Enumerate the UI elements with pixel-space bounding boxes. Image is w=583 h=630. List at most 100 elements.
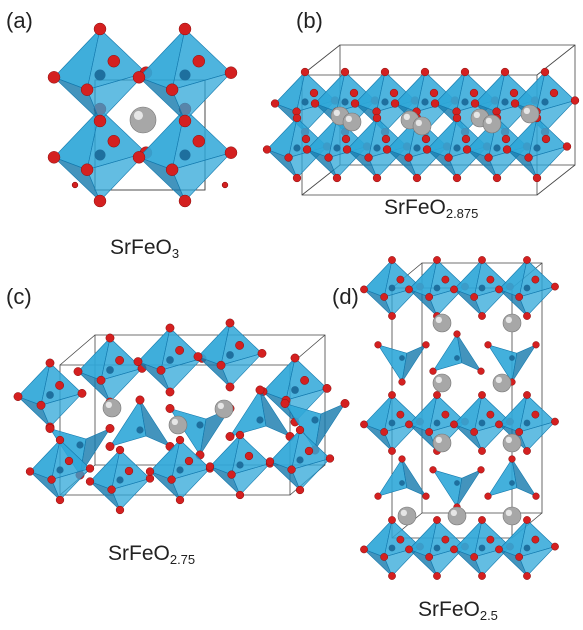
- oxygen-atom: [523, 391, 531, 399]
- oxygen-atom: [165, 404, 175, 413]
- oxygen-atom: [441, 535, 450, 544]
- oxygen-atom: [477, 367, 485, 375]
- strontium-atom: [520, 104, 540, 124]
- oxygen-atom: [262, 145, 272, 154]
- oxygen-atom: [302, 145, 312, 154]
- oxygen-atom: [495, 545, 503, 554]
- octahedron-face: [528, 145, 568, 179]
- iron-atom: [106, 366, 114, 374]
- oxygen-atom: [508, 455, 516, 463]
- oxygen-atom: [322, 383, 332, 393]
- oxygen-atom: [532, 492, 540, 500]
- formula-c-sub: 2.75: [169, 552, 196, 567]
- strontium-highlight: [505, 509, 512, 516]
- oxygen-atom: [433, 516, 441, 524]
- octahedron-face: [518, 286, 556, 317]
- strontium-atom: [397, 506, 417, 526]
- strontium-atom: [168, 415, 188, 435]
- oxygen-atom: [404, 153, 413, 162]
- oxygen-atom: [405, 420, 413, 429]
- oxygen-atom: [501, 134, 511, 144]
- oxygen-atom: [523, 312, 531, 320]
- strontium-highlight: [403, 113, 410, 120]
- oxygen-atom: [290, 353, 300, 363]
- oxygen-atom: [292, 173, 302, 183]
- octahedron-face: [428, 286, 466, 317]
- oxygen-atom: [398, 378, 406, 386]
- oxygen-atom: [433, 572, 441, 580]
- oxygen-atom: [96, 375, 106, 385]
- oxygen-atom: [332, 173, 342, 183]
- tetrahedron-face: [511, 458, 537, 497]
- iron-atom: [399, 355, 405, 361]
- iron-atom: [433, 544, 441, 552]
- oxygen-atom: [55, 435, 65, 445]
- iron-atom: [256, 416, 264, 424]
- oxygen-atom: [304, 446, 314, 456]
- iron-atom: [478, 419, 486, 427]
- oxygen-atom: [429, 367, 437, 375]
- oxygen-atom: [523, 572, 531, 580]
- iron-atom: [501, 98, 509, 106]
- octahedron-face: [100, 367, 143, 403]
- oxygen-atom: [235, 340, 245, 350]
- oxygen-atom: [73, 367, 83, 377]
- iron-atom: [433, 284, 441, 292]
- oxygen-atom: [515, 553, 524, 561]
- oxygen-atom: [388, 516, 396, 524]
- strontium-highlight: [333, 109, 340, 116]
- oxygen-atom: [349, 88, 359, 98]
- iron-atom: [56, 466, 64, 474]
- oxygen-atom: [374, 341, 382, 349]
- iron-atom: [541, 98, 549, 106]
- oxygen-atom: [500, 67, 510, 77]
- octahedron-face: [473, 546, 511, 577]
- oxygen-atom: [165, 323, 175, 333]
- iron-atom: [388, 419, 396, 427]
- oxygen-atom: [486, 535, 495, 544]
- oxygen-atom: [360, 545, 368, 554]
- oxygen-atom: [372, 113, 382, 123]
- oxygen-atom: [562, 142, 572, 151]
- iron-atom: [433, 419, 441, 427]
- oxygen-atom: [340, 399, 350, 408]
- oxygen-atom: [405, 285, 413, 294]
- oxygen-atom: [388, 256, 396, 264]
- octahedron-face: [171, 152, 232, 202]
- oxygen-atom: [429, 88, 439, 98]
- oxygen-atom: [531, 275, 540, 284]
- oxygen-atom: [477, 466, 485, 474]
- oxygen-atom: [450, 545, 458, 554]
- octahedron-face: [383, 286, 421, 317]
- oxygen-atom: [502, 145, 512, 154]
- oxygen-atom: [486, 410, 495, 419]
- strontium-atom: [482, 114, 502, 134]
- oxygen-atom: [422, 341, 430, 349]
- oxygen-atom: [478, 447, 486, 455]
- oxygen-atom: [388, 312, 396, 320]
- oxygen-atom: [551, 282, 559, 291]
- oxygen-atom: [107, 134, 121, 148]
- oxygen-atom: [135, 395, 145, 405]
- oxygen-atom: [115, 355, 125, 365]
- oxygen-atom: [340, 67, 350, 77]
- oxygen-atom: [105, 442, 115, 451]
- strontium-atom: [502, 313, 522, 333]
- oxygen-atom: [360, 285, 368, 294]
- panel-b-formula: SrFeO2.875: [384, 196, 478, 221]
- oxygen-atom: [492, 173, 502, 183]
- oxygen-atom: [412, 173, 422, 183]
- oxygen-atom: [510, 99, 520, 108]
- oxygen-atom: [486, 275, 495, 284]
- oxygen-atom: [515, 428, 524, 436]
- oxygen-atom: [372, 173, 382, 183]
- oxygen-atom: [105, 424, 115, 433]
- oxygen-atom: [540, 67, 550, 77]
- oxygen-atom: [178, 194, 192, 208]
- oxygen-atom: [570, 96, 580, 105]
- strontium-highlight: [105, 401, 112, 408]
- oxygen-atom: [549, 88, 559, 98]
- oxygen-atom: [484, 341, 492, 349]
- octahedron-face: [383, 421, 421, 452]
- oxygen-atom: [422, 145, 432, 154]
